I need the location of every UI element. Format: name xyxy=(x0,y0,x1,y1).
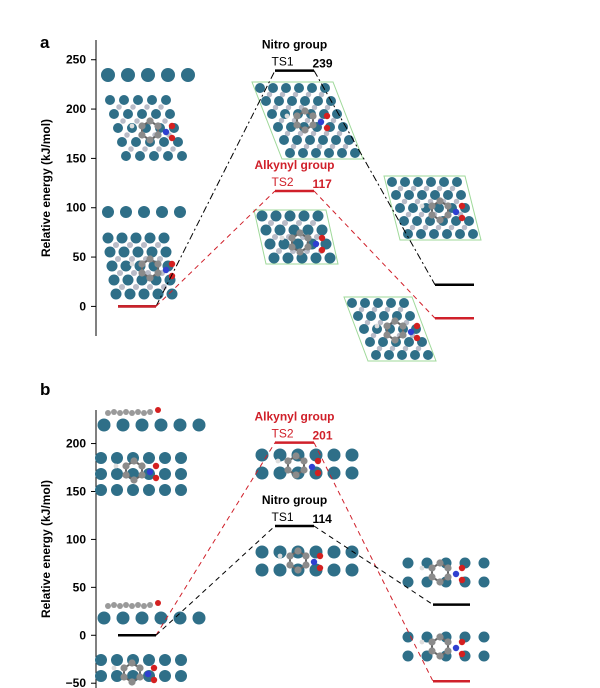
ts-energy-label: 201 xyxy=(313,429,333,443)
slab-ts2-b xyxy=(255,448,359,480)
panel-label: a xyxy=(40,33,50,52)
adsorbate-molecule xyxy=(284,107,331,134)
adsorbate-molecule xyxy=(129,255,176,282)
ts-label: TS1 xyxy=(271,55,293,69)
slab-side-bottom xyxy=(102,206,186,218)
y-tick-label: 0 xyxy=(79,299,86,313)
adsorbate-side-molecule xyxy=(105,407,161,416)
energy-connector xyxy=(313,442,434,682)
slab-outline xyxy=(251,81,364,160)
y-tick-label: 200 xyxy=(66,437,86,451)
y-tick-label: 50 xyxy=(73,250,87,264)
series-name-label: Nitro group xyxy=(262,493,327,507)
adsorbate-molecule xyxy=(129,117,176,144)
slab-outline xyxy=(253,209,339,265)
adsorbate-molecule xyxy=(374,317,421,344)
slab-initial-b xyxy=(95,654,187,686)
adsorbate-molecule xyxy=(419,559,466,586)
ts-label: TS1 xyxy=(271,510,293,524)
adsorbate-molecule xyxy=(279,229,326,256)
adsorbate-molecule xyxy=(111,659,158,686)
slab-outline xyxy=(343,296,437,362)
panel-a: a Relative energy (kJ/mol) 0 50 100 150 200 250… xyxy=(39,33,482,362)
energy-connector xyxy=(155,190,276,307)
energy-connector xyxy=(313,70,436,285)
slab-final-alkynyl xyxy=(343,296,437,362)
series-alkynyl-group: Alkynyl group TS2 117 xyxy=(118,158,474,320)
energy-connector xyxy=(155,442,276,636)
adsorbate-molecule xyxy=(419,197,466,224)
ts-label: TS2 xyxy=(271,175,293,189)
side-view-initial xyxy=(97,600,206,625)
y-tick-label: 50 xyxy=(73,580,87,594)
y-tick-label: 150 xyxy=(66,151,86,165)
slab-top-left-b xyxy=(95,452,187,496)
slab-final-nitro-b xyxy=(402,557,490,588)
slab-top-left xyxy=(105,95,187,161)
series-nitro-group: Nitro group TS1 114 xyxy=(118,493,470,637)
ts-energy-label: 239 xyxy=(313,57,333,71)
y-tick-label: 250 xyxy=(66,53,86,67)
series-name-label: Alkynyl group xyxy=(254,158,334,172)
adsorbate-molecule xyxy=(113,457,160,484)
y-tick-label: 200 xyxy=(66,102,86,116)
panel-label: b xyxy=(40,380,50,399)
adsorbate-molecule xyxy=(419,633,466,660)
side-view-ts-top xyxy=(97,407,206,432)
panel-b: b Relative energy (kJ/mol) −50 0 50 100 150 200… xyxy=(39,380,490,688)
slab-ts1-b xyxy=(255,545,359,577)
y-tick-label: −50 xyxy=(66,676,87,688)
energy-connector xyxy=(313,190,436,319)
y-tick-label: 100 xyxy=(66,201,86,215)
slab-initial xyxy=(102,232,178,300)
adsorbate-side-molecule xyxy=(105,600,161,609)
slab-final-alkynyl-b xyxy=(402,631,490,662)
series-name-label: Alkynyl group xyxy=(254,410,334,424)
adsorbate-molecule xyxy=(275,452,322,479)
adsorbate-molecule xyxy=(277,547,324,574)
y-tick-label: 150 xyxy=(66,484,86,498)
energy-connector xyxy=(155,70,276,307)
series-name-label: Nitro group xyxy=(262,38,327,52)
ts-energy-label: 117 xyxy=(313,177,333,191)
series-nitro-group: Nitro group TS1 239 xyxy=(118,38,474,308)
y-tick-label: 0 xyxy=(79,628,86,642)
slab-ts2 xyxy=(253,209,339,265)
y-axis-title: Relative energy (kJ/mol) xyxy=(39,119,53,257)
slab-outline xyxy=(383,175,482,241)
energy-connector xyxy=(313,525,434,606)
y-axis-title: Relative energy (kJ/mol) xyxy=(39,480,53,618)
y-tick-label: 100 xyxy=(66,532,86,546)
slab-final-nitro xyxy=(383,175,482,241)
slab-side-top xyxy=(101,68,195,82)
ts-label: TS2 xyxy=(271,427,293,441)
slab-ts1 xyxy=(251,81,364,160)
ts-energy-label: 114 xyxy=(313,512,333,526)
